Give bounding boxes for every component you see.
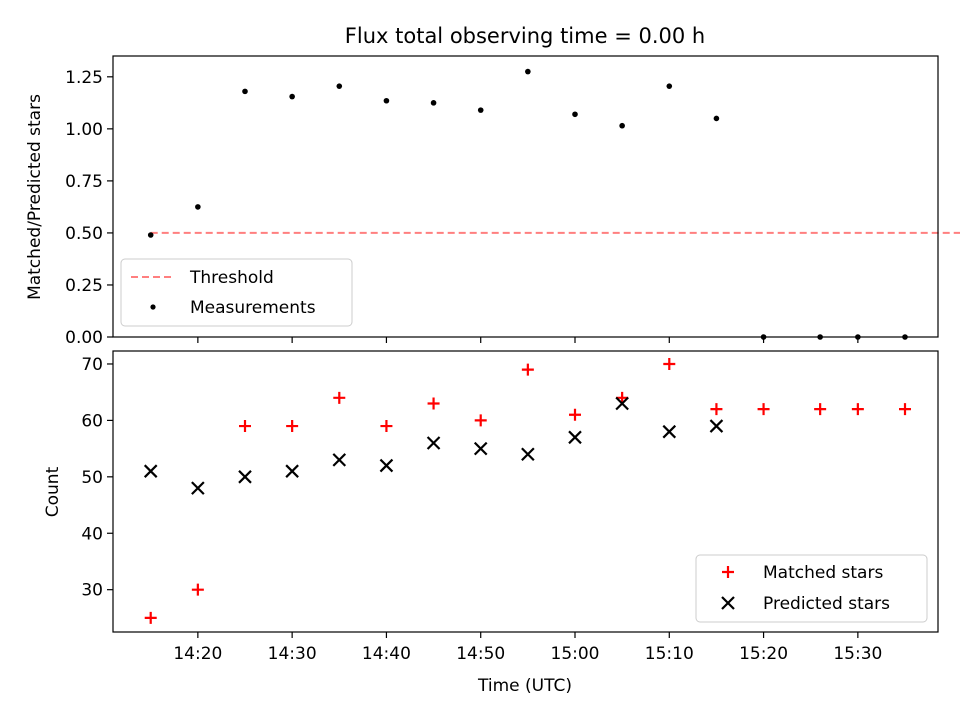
measurement-point — [477, 107, 484, 113]
predicted-star-point — [709, 419, 724, 433]
measurement-point — [430, 100, 437, 106]
matched-star-point — [710, 403, 723, 416]
legend-predicted-label: Predicted stars — [763, 594, 890, 614]
bottom-y-axis-label: Count — [43, 466, 63, 517]
chart-title: Flux total observing time = 0.00 h — [345, 24, 705, 48]
top-y-ticks: 0.00 0.25 0.50 0.75 1.00 1.25 — [65, 68, 113, 348]
legend-measurements-label: Measurements — [190, 298, 316, 318]
bottom-x-tick-label: 15:30 — [833, 644, 882, 664]
predicted-star-point — [662, 424, 677, 439]
bottom-x-tick-label: 14:50 — [456, 644, 505, 664]
matched-star-point — [144, 611, 157, 624]
legend-threshold-label: Threshold — [189, 268, 274, 288]
legend-predicted-swatch — [721, 596, 735, 610]
bottom-x-tick-label: 15:10 — [645, 644, 694, 664]
top-y-tick-label: 1.00 — [65, 120, 103, 140]
bottom-legend-box — [695, 554, 928, 623]
matched-star-point — [814, 403, 827, 416]
matched-star-point — [333, 391, 346, 404]
top-y-tick-label: 0.00 — [65, 328, 103, 348]
bottom-x-tick-label: 14:40 — [362, 644, 411, 664]
predicted-star-point — [615, 396, 629, 411]
measurement-point — [242, 88, 248, 95]
bottom-x-tick-label: 15:00 — [551, 644, 600, 664]
bottom-y-ticks: 30 40 50 60 70 — [81, 355, 113, 601]
top-y-tick-label: 1.25 — [65, 68, 103, 88]
top-y-tick-label: 0.50 — [65, 224, 103, 244]
matched-star-point — [616, 391, 629, 404]
top-x-ticks — [197, 337, 859, 343]
matched-star-point — [474, 414, 487, 427]
matched-star-point — [380, 420, 393, 433]
predicted-star-point — [473, 441, 488, 456]
measurement-point — [525, 68, 531, 75]
matched-star-point — [286, 420, 299, 433]
predicted-star-point — [426, 436, 441, 450]
predicted-star-point — [143, 464, 158, 478]
matched-star-point — [899, 403, 911, 416]
legend-matched-swatch — [722, 566, 734, 578]
bottom-series-group — [143, 357, 911, 624]
bottom-legend: Matched stars Predicted stars — [695, 554, 928, 623]
bottom-x-tick-label: 15:20 — [739, 644, 788, 664]
bottom-x-tick-label: 14:30 — [268, 644, 317, 664]
bottom-axes-frame — [112, 350, 939, 633]
measurement-point — [619, 122, 625, 129]
matched-star-point — [191, 583, 204, 596]
bottom-x-ticks: 14:20 14:30 14:40 14:50 15:00 15:10 15:20 15:30 — [173, 632, 882, 664]
top-y-tick-label: 0.75 — [65, 172, 103, 192]
measurement-point — [713, 115, 720, 122]
top-axes-frame — [112, 55, 939, 338]
x-axis-label: Time (UTC) — [477, 676, 572, 696]
measurement-point — [666, 83, 673, 89]
top-legend: Threshold Measurements — [120, 258, 353, 327]
bottom-y-tick-label: 40 — [81, 524, 103, 544]
measurement-point — [383, 97, 390, 104]
bottom-y-tick-label: 50 — [81, 468, 103, 488]
matched-star-point — [521, 363, 534, 376]
measurement-point — [572, 111, 578, 118]
matched-star-point — [851, 403, 864, 416]
bottom-y-tick-label: 60 — [81, 411, 103, 431]
predicted-star-point — [521, 447, 535, 462]
bottom-y-tick-label: 30 — [81, 581, 103, 601]
predicted-star-point — [332, 453, 347, 467]
matched-star-point — [239, 420, 251, 433]
measurement-point — [289, 93, 295, 100]
measurement-point — [195, 204, 201, 210]
matched-star-point — [569, 408, 581, 421]
top-legend-box — [120, 258, 353, 327]
matched-star-point — [757, 403, 770, 416]
predicted-star-point — [379, 458, 394, 473]
bottom-y-tick-label: 70 — [81, 355, 103, 375]
measurement-point — [147, 232, 154, 238]
legend-measurements-swatch — [150, 304, 156, 310]
legend-matched-label: Matched stars — [763, 563, 883, 583]
matched-star-point — [663, 357, 676, 370]
predicted-star-point — [285, 464, 299, 478]
matched-star-point — [427, 397, 440, 410]
bottom-x-tick-label: 14:20 — [173, 644, 222, 664]
top-y-axis-label: Matched/Predicted stars — [25, 94, 45, 300]
top-y-tick-label: 0.25 — [65, 276, 103, 296]
predicted-star-point — [568, 430, 582, 445]
predicted-star-point — [191, 481, 205, 495]
ratio-panel: Flux total observing time = 0.00 h Match… — [25, 24, 960, 348]
top-series-group — [147, 68, 960, 340]
measurement-point — [336, 83, 343, 89]
predicted-star-point — [238, 470, 252, 484]
